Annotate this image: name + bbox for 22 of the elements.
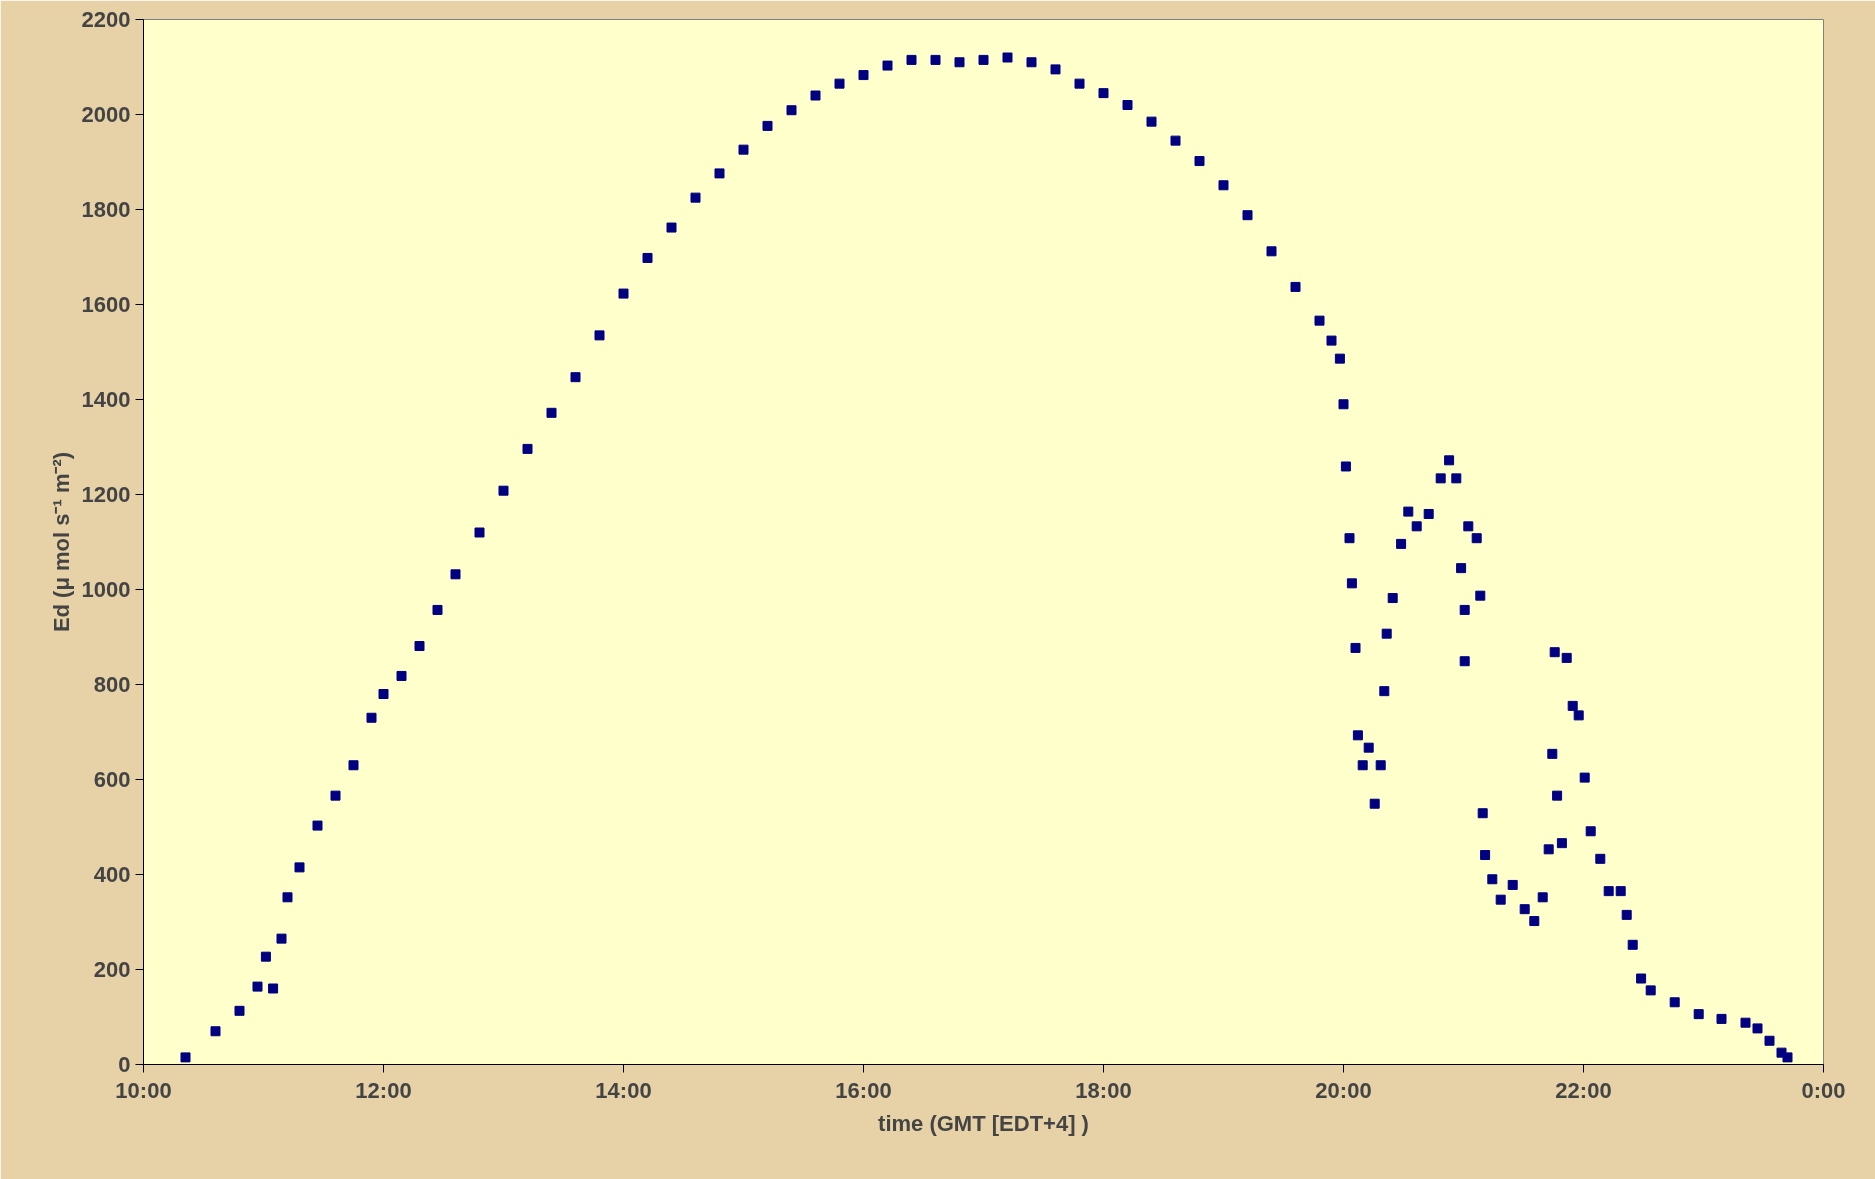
- x-tick-label: 18:00: [1075, 1077, 1132, 1103]
- y-tick-label: 400: [93, 862, 131, 887]
- x-tick-label: 20:00: [1315, 1077, 1372, 1103]
- y-tick-label: 1200: [81, 482, 131, 507]
- x-tick-label: 16:00: [835, 1077, 892, 1103]
- y-axis-title: Ed (μ mol s⁻¹ m⁻²): [48, 451, 74, 633]
- y-tick-label: 1800: [81, 197, 131, 222]
- y-tick-label: 2000: [81, 102, 131, 127]
- x-tick-label: 22:00: [1555, 1077, 1612, 1103]
- y-tick-label: 1400: [81, 387, 131, 412]
- x-tick-label: 0:00: [1801, 1077, 1846, 1103]
- x-tick-label: 14:00: [595, 1077, 652, 1103]
- y-tick-label: 2200: [81, 7, 131, 32]
- x-axis-title: time (GMT [EDT+4] ): [878, 1110, 1089, 1136]
- x-tick-label: 10:00: [115, 1077, 172, 1103]
- y-tick-label: 1000: [81, 577, 131, 602]
- y-tick-label: 600: [93, 767, 131, 792]
- y-tick-label: 1600: [81, 292, 131, 317]
- y-tick-label: 200: [93, 957, 131, 982]
- y-tick-label: 800: [93, 672, 131, 697]
- y-tick-label: 0: [118, 1052, 131, 1077]
- x-tick-label: 12:00: [355, 1077, 412, 1103]
